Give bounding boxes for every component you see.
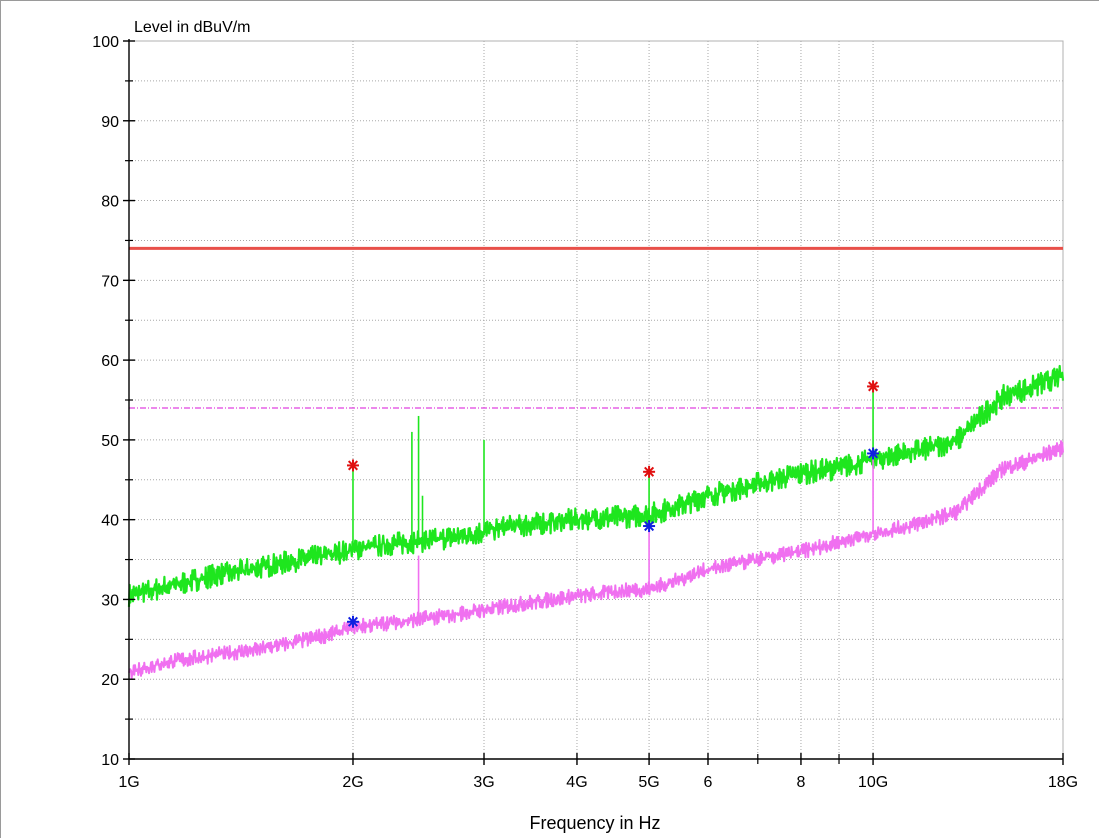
peak-marker [643, 465, 656, 478]
marker-stroke [868, 448, 879, 459]
limit-lines [129, 246, 1063, 409]
x-tick-label: 5G [638, 774, 659, 791]
y-tick-label: 70 [101, 273, 119, 290]
y-tick-label: 60 [101, 353, 119, 370]
peak-marker [346, 615, 359, 628]
plot-area [128, 40, 1064, 760]
y-tick-label: 40 [101, 513, 119, 530]
x-axis-label: Frequency in Hz [529, 813, 660, 833]
x-tick-label: 4G [566, 774, 587, 791]
y-tick-label: 50 [101, 433, 119, 450]
marker-stroke [347, 460, 359, 471]
series-2-line [128, 440, 1064, 680]
grid [128, 40, 1064, 760]
peak-markers [346, 380, 880, 628]
x-tick-label: 2G [342, 774, 363, 791]
peak-marker [867, 380, 880, 393]
peak-marker [867, 447, 880, 460]
y-axis-label: Level in dBuV/m [134, 19, 251, 36]
y-tick-label: 10 [101, 752, 119, 769]
x-tick-label: 1G [118, 774, 139, 791]
x-tick-label: 8 [797, 774, 806, 791]
x-tick-label: 18G [1048, 774, 1078, 791]
series-1-line [127, 364, 1065, 607]
marker-stroke [347, 616, 359, 627]
y-tick-label: 30 [101, 592, 119, 609]
y-tick-label: 80 [101, 194, 119, 211]
axes: 10 20 30 40 50 60 70 80 90 100 1G 2G 3G 4G 5G 6 8 10G 18G [92, 34, 1078, 791]
marker-stroke [868, 381, 879, 392]
x-tick-label: 10G [858, 774, 888, 791]
peak-marker [643, 520, 656, 533]
y-tick-label: 20 [101, 672, 119, 689]
marker-stroke [644, 466, 655, 477]
x-tick-label: 6 [704, 774, 713, 791]
series-layer [127, 364, 1065, 680]
marker-stroke [644, 521, 655, 532]
y-tick-label: 90 [101, 114, 119, 131]
peak-marker [346, 459, 359, 472]
y-tick-label: 100 [92, 34, 119, 51]
x-tick-label: 3G [473, 774, 494, 791]
